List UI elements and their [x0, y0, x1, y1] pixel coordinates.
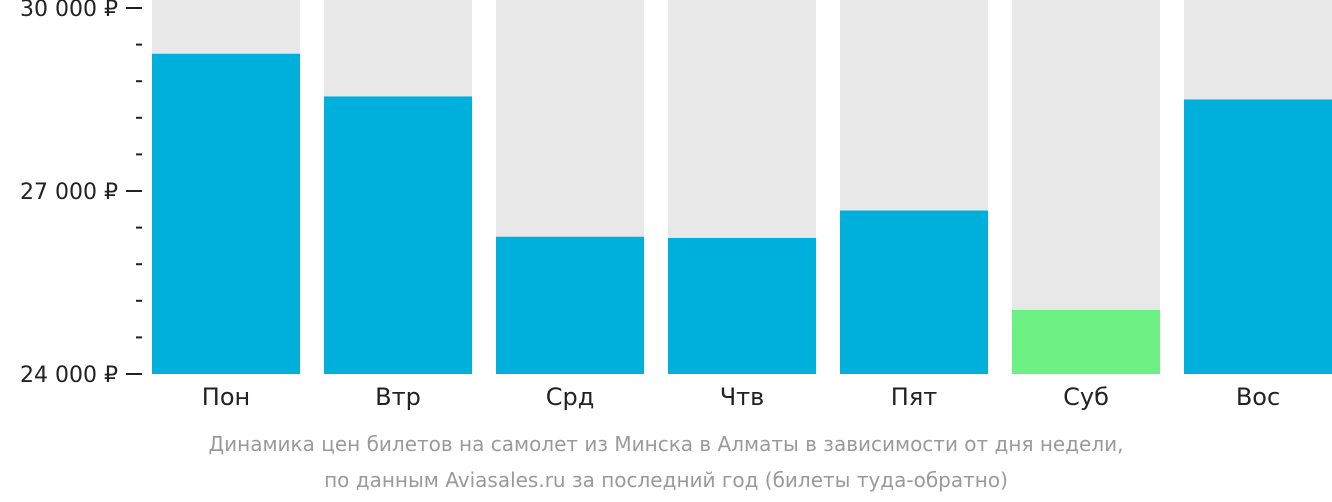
x-category-label: Пят — [891, 383, 937, 411]
bar — [496, 236, 644, 374]
bar — [324, 96, 472, 374]
chart-caption-line-2: по данным Aviasales.ru за последний год … — [324, 468, 1008, 492]
x-category-label: Суб — [1063, 383, 1109, 411]
x-category-label: Срд — [546, 383, 595, 411]
bar — [1184, 99, 1332, 374]
x-category-label: Чтв — [720, 383, 765, 411]
y-axis: 30 000 ₽ 27 000 ₽ 24 000 ₽ — [20, 0, 142, 388]
x-category-label: Вос — [1236, 383, 1280, 411]
price-by-weekday-chart: 30 000 ₽ 27 000 ₽ 24 000 ₽ Пон Втр Срд Чтв Пят… — [20, 0, 1332, 411]
bar — [668, 237, 816, 374]
bar — [152, 53, 300, 374]
y-tick-label: 24 000 ₽ — [20, 363, 118, 388]
category-labels: Пон Втр Срд Чтв Пят Суб Вос — [202, 383, 1280, 411]
y-tick-label: 30 000 ₽ — [20, 0, 118, 22]
y-tick-label: 27 000 ₽ — [20, 180, 118, 205]
bar — [840, 210, 988, 374]
chart-caption-line-1: Динамика цен билетов на самолет из Минск… — [208, 432, 1124, 456]
bar — [1012, 309, 1160, 374]
x-category-label: Втр — [375, 383, 421, 411]
x-category-label: Пон — [202, 383, 250, 411]
bars — [152, 0, 1332, 374]
